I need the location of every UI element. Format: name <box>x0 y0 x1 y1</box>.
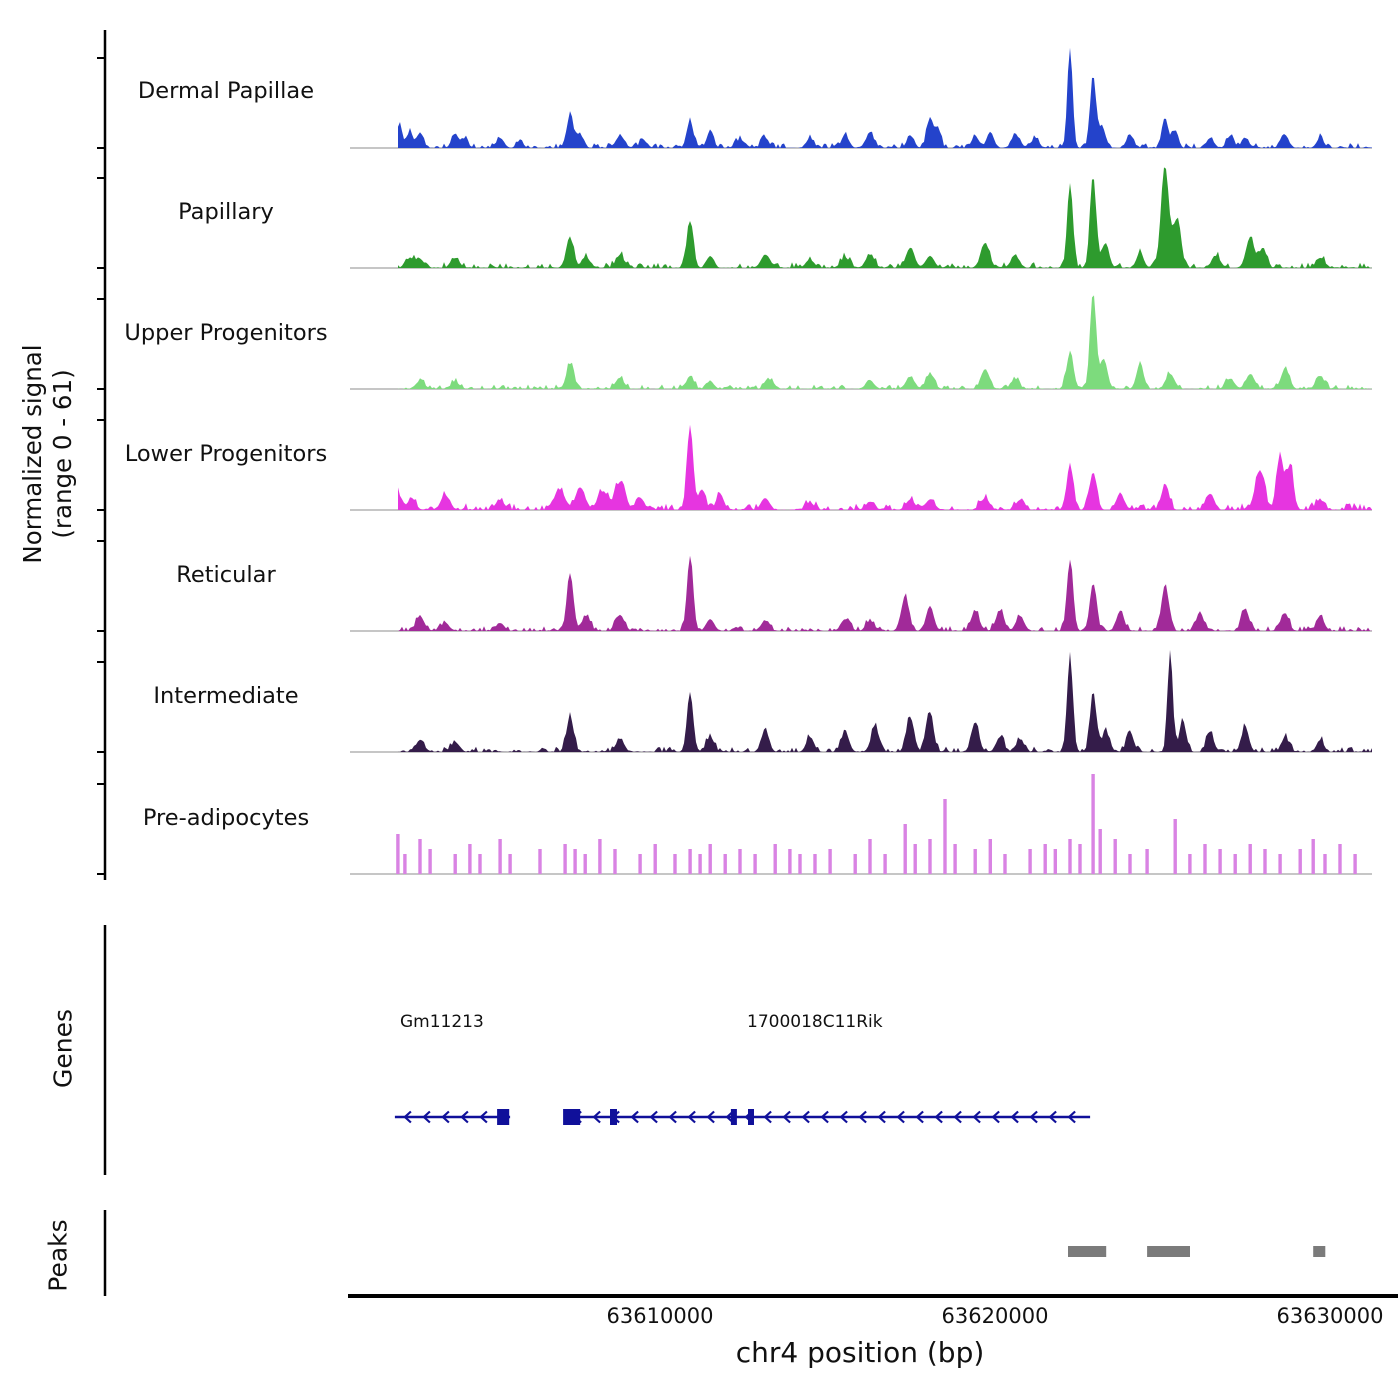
peaks-section-label: Peaks <box>43 1219 73 1292</box>
track-label-lower-progenitors: Lower Progenitors <box>124 441 328 467</box>
y-axis-label: Normalized signal (range 0 - 61) <box>18 204 78 704</box>
signal-track-lower-progenitors <box>350 424 1372 511</box>
peak-region <box>1147 1246 1190 1257</box>
gene-label-1700018c11rik: 1700018C11Rik <box>747 1012 883 1032</box>
x-tick-63620000: 63620000 <box>941 1304 1049 1328</box>
y-axis-label-line1: Normalized signal <box>18 344 47 564</box>
genes-section-label: Genes <box>48 1009 78 1089</box>
gene-label-gm11213: Gm11213 <box>400 1012 484 1032</box>
track-label-reticular: Reticular <box>176 562 276 588</box>
track-label-pre-adipocytes: Pre-adipocytes <box>142 805 310 831</box>
x-tick-63630000: 63630000 <box>1276 1304 1384 1328</box>
y-axis-label-line2: (range 0 - 61) <box>48 369 77 539</box>
gene-model-1700018c11rik <box>563 1109 1091 1125</box>
track-label-dermal-papillae: Dermal Papillae <box>137 78 315 104</box>
track-label-upper-progenitors: Upper Progenitors <box>124 320 328 346</box>
track-label-papillary: Papillary <box>178 199 274 225</box>
signal-track-papillary <box>350 167 1372 269</box>
x-axis-title: chr4 position (bp) <box>735 1336 985 1369</box>
signal-track-reticular <box>350 555 1372 632</box>
x-tick-63610000: 63610000 <box>606 1304 714 1328</box>
signal-track-intermediate <box>350 649 1372 753</box>
peak-region <box>1068 1246 1107 1257</box>
peak-regions <box>1068 1246 1326 1257</box>
track-label-intermediate: Intermediate <box>153 683 299 709</box>
signal-track-dermal-papillae <box>350 47 1372 149</box>
signal-track-pre-adipocytes <box>350 774 1372 875</box>
gene-model-gm11213 <box>394 1109 511 1125</box>
signal-track-upper-progenitors <box>350 295 1372 390</box>
peak-region <box>1313 1246 1326 1257</box>
signal-axis-bracket <box>97 30 107 880</box>
